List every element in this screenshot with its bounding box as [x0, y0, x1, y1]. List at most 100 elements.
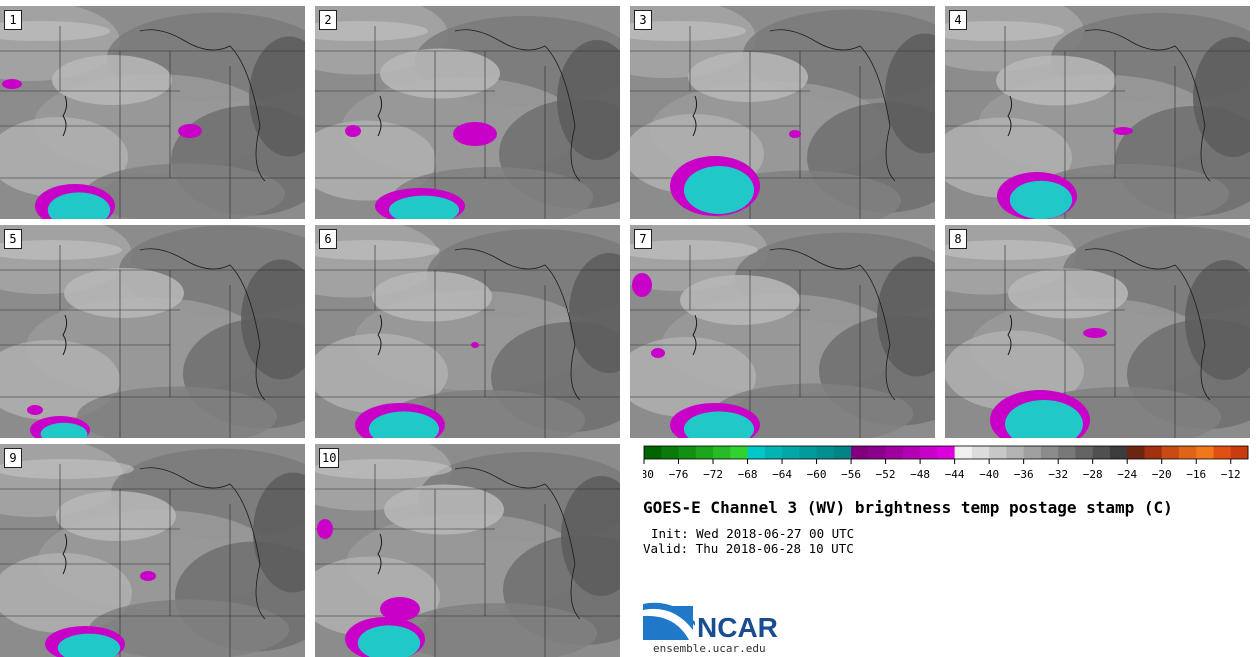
river-outline: [692, 95, 698, 137]
wv-gray-band: [397, 603, 597, 657]
colorbar-bin: [1023, 446, 1042, 459]
river-outline: [1007, 314, 1013, 356]
cold-cloud-cyan: [57, 633, 121, 657]
wv-map: [315, 444, 620, 657]
wv-gray-band: [680, 275, 800, 325]
wv-map: [0, 444, 305, 657]
member-panel-6: 6: [315, 225, 620, 438]
member-panel-5: 5: [0, 225, 305, 438]
wv-gray-band: [688, 52, 808, 102]
colorbar-bin: [1092, 446, 1111, 459]
colorbar-bin: [1127, 446, 1145, 459]
wv-map: [945, 6, 1250, 219]
wv-gray-band: [0, 117, 128, 197]
great-lakes-outline: [454, 248, 581, 401]
colorbar-bin: [730, 446, 749, 459]
state-borders: [630, 245, 935, 438]
colorbar-bin: [713, 446, 731, 459]
init-time: Init: Wed 2018-06-27 00 UTC: [651, 526, 855, 541]
member-number: 7: [634, 229, 652, 249]
member-panel-8: 8: [945, 225, 1250, 438]
wv-gray-band: [64, 268, 184, 318]
chart-title: GOES-E Channel 3 (WV) brightness temp po…: [643, 498, 1173, 517]
colorbar-bin: [885, 446, 904, 459]
logo-wordmark: NCAR: [697, 612, 778, 643]
member-number: 4: [949, 10, 967, 30]
wv-map: [630, 6, 935, 219]
cold-cloud-magenta: [1083, 328, 1107, 338]
wv-light-band: [315, 21, 428, 41]
cold-cloud-magenta: [789, 130, 801, 138]
colorbar-tick-label: −28: [1083, 468, 1103, 481]
wv-map: [945, 225, 1250, 438]
colorbar-tick-label: −48: [910, 468, 930, 481]
colorbar-tick-label: −80: [643, 468, 654, 481]
wv-gray-band: [56, 491, 176, 541]
wv-gray-band: [85, 163, 285, 219]
colorbar-bin: [1178, 446, 1197, 459]
member-number: 3: [634, 10, 652, 30]
wv-gray-band: [380, 48, 500, 99]
cold-cloud-cyan: [1009, 180, 1073, 219]
colorbar-tick-label: −20: [1152, 468, 1172, 481]
wv-gray-band: [561, 476, 620, 596]
colorbar-bin: [1144, 446, 1163, 459]
colorbar-bin: [661, 446, 680, 459]
colorbar-bin: [971, 446, 990, 459]
colorbar-frame: [643, 445, 1249, 460]
great-lakes-outline: [139, 29, 266, 182]
colorbar-bin: [833, 446, 852, 459]
wv-gray-band: [0, 340, 120, 420]
wv-light-band: [315, 459, 452, 479]
cold-cloud-magenta: [632, 273, 652, 297]
state-borders: [630, 26, 935, 219]
member-panel-3: 3: [630, 6, 935, 219]
wv-map: [315, 6, 620, 219]
colorbar-bin: [868, 446, 887, 459]
wv-gray-band: [1185, 260, 1250, 380]
wv-gray-band: [885, 33, 935, 154]
colorbar-bin: [989, 446, 1007, 459]
river-outline: [377, 95, 383, 137]
cold-cloud-magenta: [471, 342, 479, 348]
wv-light-band: [0, 21, 110, 41]
colorbar-bin: [799, 446, 818, 459]
colorbar-bin: [747, 446, 766, 459]
cold-cloud-magenta: [140, 571, 156, 581]
wv-gray-band: [945, 330, 1084, 411]
wv-gray-band: [1193, 37, 1250, 157]
wv-gray-band: [77, 386, 277, 438]
colorbar-tick-label: −60: [807, 468, 827, 481]
wv-gray-band: [557, 40, 620, 160]
member-number: 8: [949, 229, 967, 249]
wv-light-band: [945, 240, 1076, 260]
cold-cloud-magenta: [345, 125, 361, 137]
colorbar-bin: [1109, 446, 1128, 459]
cold-cloud-magenta: [2, 79, 22, 89]
great-lakes-outline: [1084, 248, 1211, 401]
colorbar-bin: [1230, 446, 1249, 459]
wv-gray-band: [384, 484, 504, 535]
great-lakes-outline: [454, 467, 581, 620]
cold-cloud-magenta: [27, 405, 43, 415]
colorbar-tick-label: −56: [841, 468, 861, 481]
member-panel-2: 2: [315, 6, 620, 219]
colorbar-bin: [954, 446, 973, 459]
wv-gray-band: [241, 259, 305, 380]
member-panel-4: 4: [945, 6, 1250, 219]
river-outline: [62, 95, 68, 137]
cold-cloud-magenta: [1113, 127, 1133, 135]
member-number: 1: [4, 10, 22, 30]
wv-gray-band: [996, 55, 1116, 106]
great-lakes-outline: [769, 29, 896, 182]
river-outline: [692, 314, 698, 356]
cold-cloud-cyan: [368, 411, 440, 438]
cold-cloud-magenta: [380, 597, 420, 621]
colorbar-bin: [782, 446, 800, 459]
member-number: 2: [319, 10, 337, 30]
great-lakes-outline: [139, 248, 266, 401]
wv-gray-band: [0, 553, 132, 633]
wv-light-band: [0, 459, 134, 479]
colorbar-tick-label: −16: [1186, 468, 1206, 481]
colorbar-bin: [920, 446, 938, 459]
